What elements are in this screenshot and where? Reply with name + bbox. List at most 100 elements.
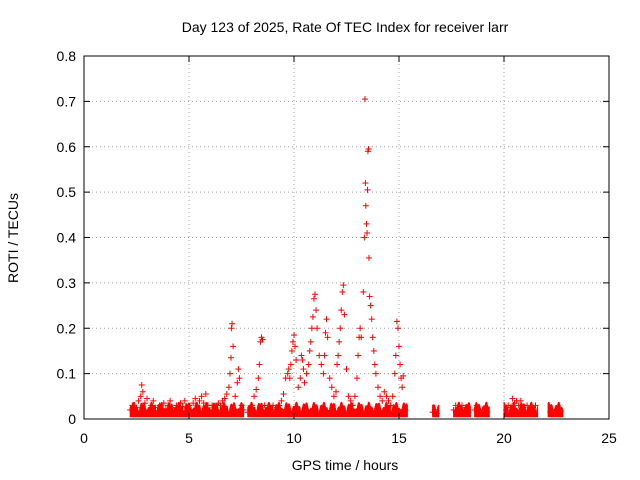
data-point [454,404,461,411]
data-point [402,406,409,413]
data-point [341,311,348,318]
y-tick-label: 0.4 [57,230,77,246]
data-point [503,406,510,413]
data-point [456,409,463,416]
data-point [255,375,262,382]
data-point [375,384,381,391]
data-point [228,325,235,332]
data-point [320,370,327,377]
x-tick-label: 15 [391,430,407,446]
y-tick-label: 0.8 [57,48,77,64]
data-point [471,406,478,413]
data-point [333,388,339,395]
data-point [321,352,328,359]
y-axis-label: ROTI / TECUs [5,193,21,283]
data-point [322,329,329,336]
x-tick-label: 0 [80,430,88,446]
data-point [354,375,360,382]
data-points [127,96,564,417]
data-point [265,404,272,411]
data-point [399,384,406,391]
data-point [226,370,233,377]
data-point [270,402,276,409]
data-point [433,410,440,417]
data-point [152,404,159,411]
grid [84,56,609,419]
data-point [370,347,377,354]
data-point [240,406,247,413]
data-point [289,338,296,345]
data-point [238,402,245,409]
data-point [186,402,192,409]
data-point [295,384,302,391]
x-tick-label: 20 [496,430,512,446]
data-point [345,393,352,400]
data-point [308,325,315,332]
data-point [385,397,392,404]
data-point [364,186,371,193]
data-point [309,313,316,320]
data-point [301,379,308,386]
data-point [235,366,242,373]
data-point [202,391,209,398]
data-point [337,325,344,332]
data-point [323,316,330,323]
data-point [391,370,398,377]
data-point [175,406,182,413]
data-point [338,307,345,314]
data-point [369,334,376,341]
data-point [310,295,317,302]
data-point [371,361,378,368]
data-point [298,352,305,359]
data-point [177,400,184,407]
data-point [244,409,251,416]
data-point [138,381,145,388]
data-point [465,409,472,416]
data-point [355,352,362,359]
data-point [553,406,560,413]
data-point [293,357,300,364]
data-point [179,403,186,410]
data-point [156,402,163,409]
data-point [459,402,465,409]
data-point [324,334,331,341]
data-point [365,146,372,153]
data-point [349,402,356,409]
data-point [148,402,155,409]
data-point [261,402,268,409]
data-point [347,397,354,404]
data-point [278,397,285,404]
data-point [229,320,236,327]
data-point [181,397,188,404]
data-point [400,372,407,379]
data-point [165,402,171,409]
data-point [393,318,400,325]
data-point [389,393,396,400]
data-point [207,406,213,413]
data-point [146,406,153,413]
x-tick-label: 5 [185,430,193,446]
data-point [526,409,533,416]
data-point [334,361,341,368]
data-point [524,402,531,409]
data-point [381,388,388,395]
data-point [362,180,369,187]
data-point [167,397,174,404]
chart-title: Day 123 of 2025, Rate Of TEC Index for r… [182,19,509,35]
data-point [343,366,350,373]
data-point [363,220,370,227]
data-point [522,406,528,413]
data-point [232,393,239,400]
data-point [188,406,195,413]
data-point [259,336,266,343]
data-point [171,407,178,414]
data-point [312,291,318,298]
data-point [291,332,297,339]
data-point [372,370,379,377]
data-point [135,397,142,404]
data-point [297,375,304,382]
data-point [131,409,138,416]
data-point [357,325,364,332]
data-point [213,406,220,413]
